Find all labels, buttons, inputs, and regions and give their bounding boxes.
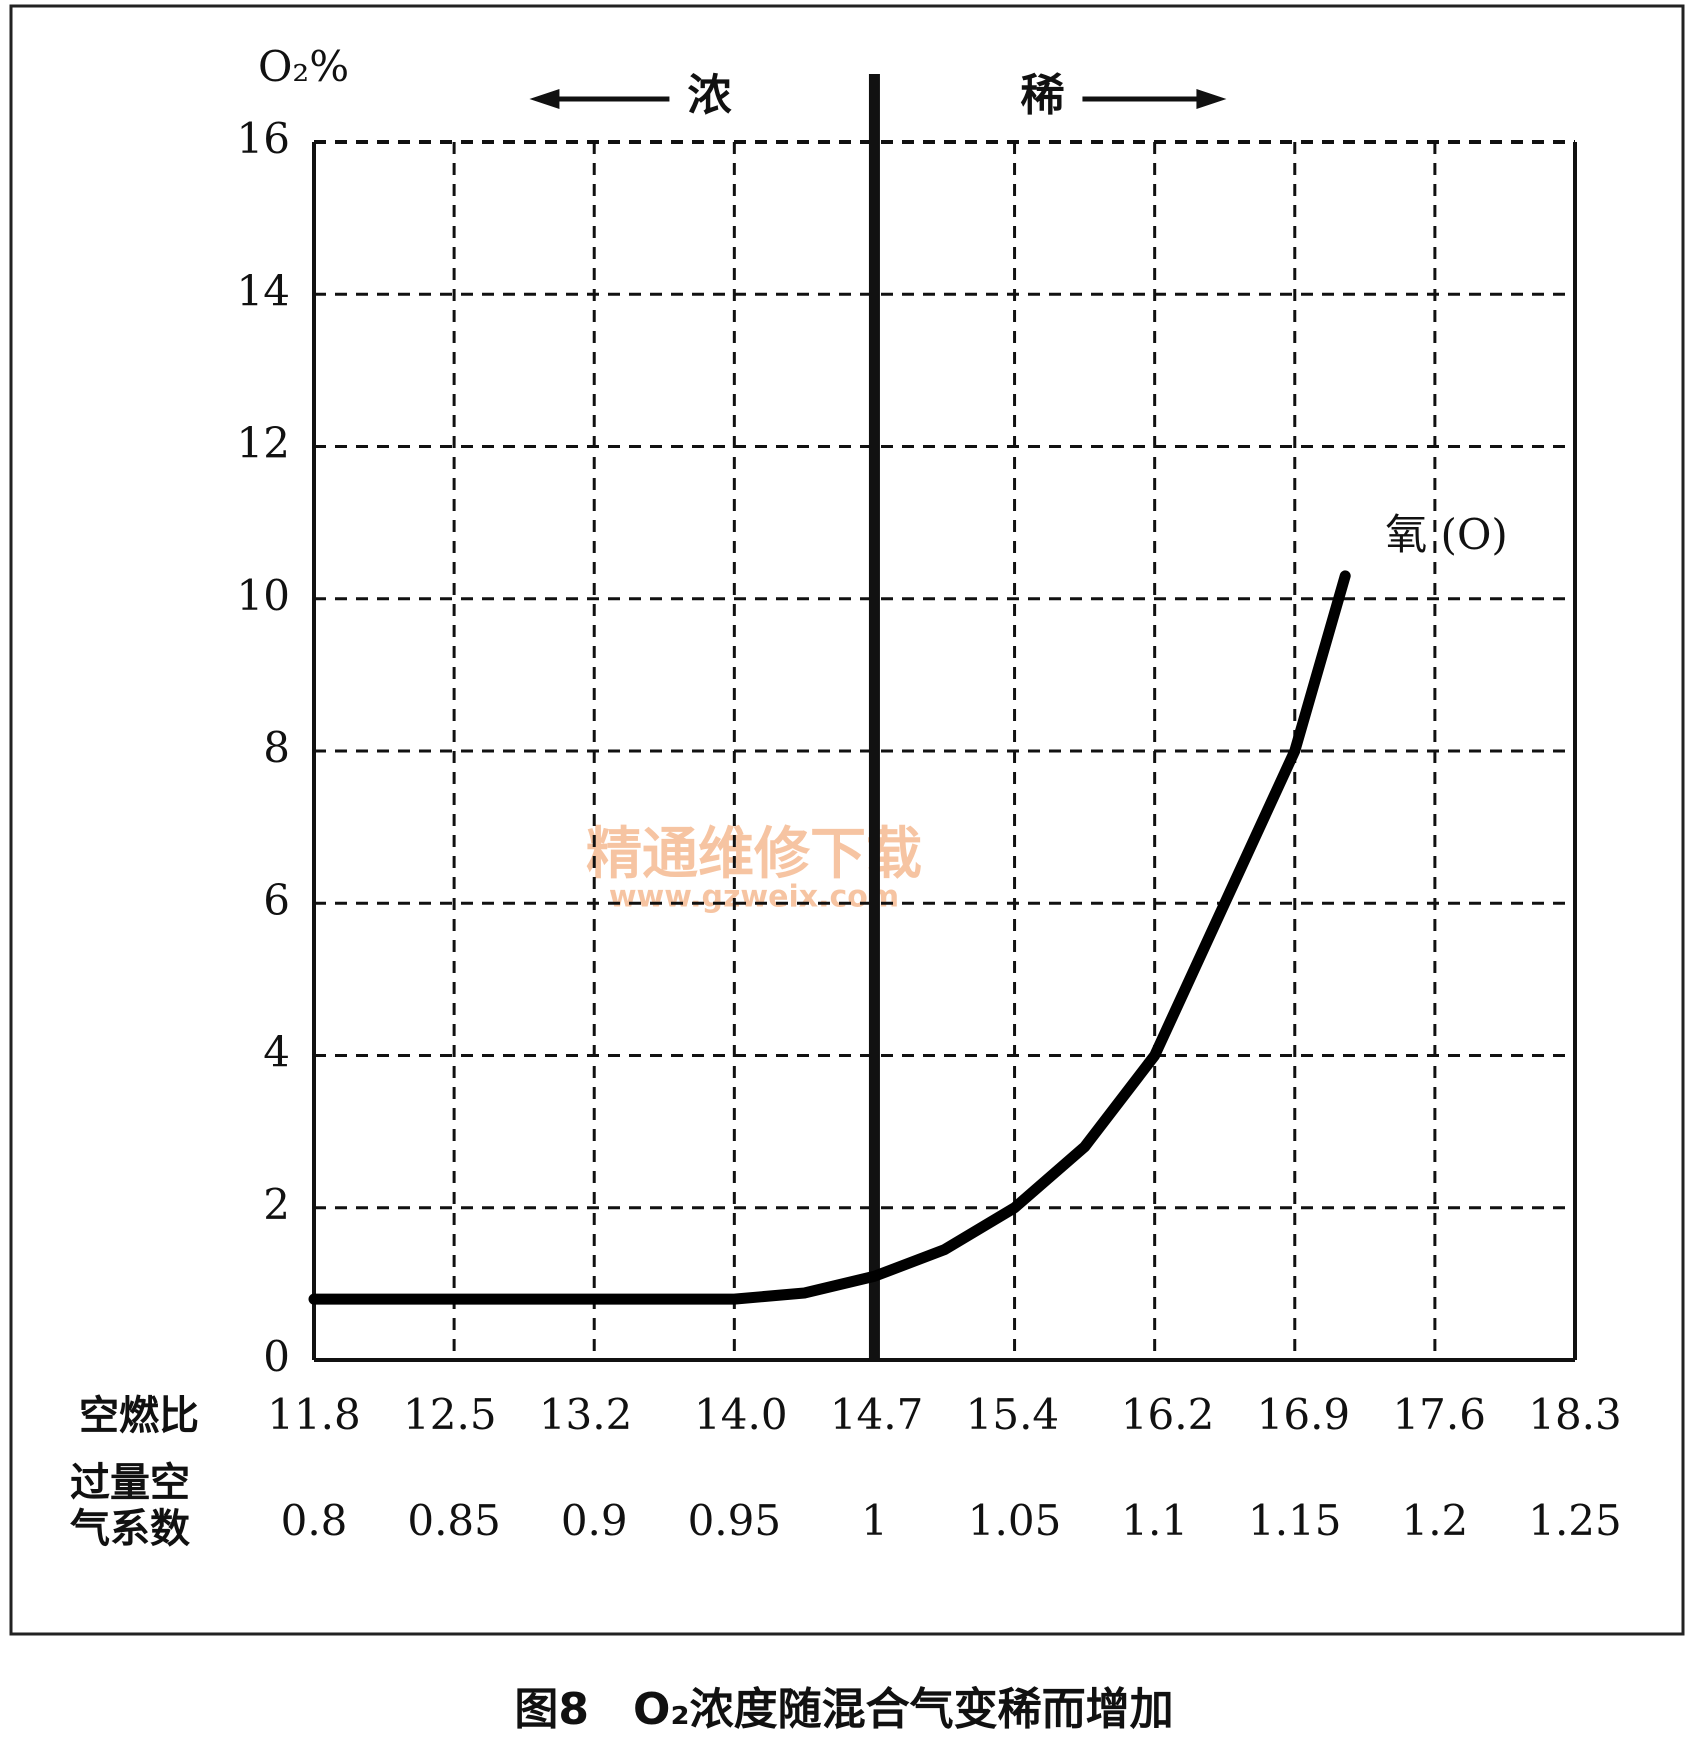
- arrow-head: [529, 89, 560, 109]
- x-tick-label: 1: [861, 1496, 888, 1545]
- x2-axis-label: 空燃比: [79, 1393, 199, 1439]
- y-tick-label: 14: [237, 266, 290, 315]
- y-axis-label: O₂%: [258, 42, 349, 91]
- x2-tick-label: 16.9: [1257, 1390, 1351, 1439]
- x-tick-label: 0.8: [281, 1496, 348, 1545]
- x2-tick-label: 18.3: [1528, 1390, 1622, 1439]
- y-tick-label: 4: [263, 1028, 290, 1077]
- x2-tick-label: 17.6: [1392, 1390, 1486, 1439]
- frame: [9, 4, 1685, 1636]
- y-tick-label: 6: [263, 875, 290, 924]
- y-tick-label: 16: [237, 114, 290, 163]
- lean-label: 稀: [1020, 70, 1064, 121]
- x-tick-label: 0.85: [407, 1496, 501, 1545]
- x2-tick-label: 15.4: [966, 1390, 1060, 1439]
- series-line: [308, 570, 1351, 1305]
- x2-tick-label: 11.8: [267, 1390, 361, 1439]
- arrow-head: [1196, 89, 1227, 109]
- x2-tick-label: 13.2: [539, 1390, 633, 1439]
- series-label: 氧 (O): [1385, 510, 1508, 559]
- x-tick-label: 1.25: [1528, 1496, 1622, 1545]
- watermark: www.gzweix.com: [609, 880, 899, 915]
- y-tick-label: 2: [263, 1180, 290, 1229]
- x-axis-label: 过量空气系数: [70, 1460, 190, 1552]
- x2-tick-label: 12.5: [403, 1390, 497, 1439]
- rich-label: 浓: [687, 70, 732, 121]
- y-tick-label: 0: [263, 1332, 290, 1381]
- x-tick-label: 1.2: [1401, 1496, 1468, 1545]
- x2-tick-label: 14.0: [694, 1390, 788, 1439]
- x2-tick-label: 14.7: [830, 1390, 924, 1439]
- x-tick-label: 0.9: [561, 1496, 628, 1545]
- watermark: 精通维修下载: [586, 822, 922, 887]
- x-tick-label: 0.95: [688, 1496, 782, 1545]
- y-tick-label: 10: [237, 571, 290, 620]
- chart-title: 图8 O₂浓度随混合气变稀而增加: [514, 1684, 1173, 1735]
- x2-tick-label: 16.2: [1121, 1390, 1215, 1439]
- x-tick-label: 1.05: [968, 1496, 1062, 1545]
- x-tick-label: 1.1: [1121, 1496, 1188, 1545]
- y-tick-label: 12: [237, 419, 290, 468]
- y-tick-label: 8: [263, 723, 290, 772]
- x-tick-label: 1.15: [1248, 1496, 1342, 1545]
